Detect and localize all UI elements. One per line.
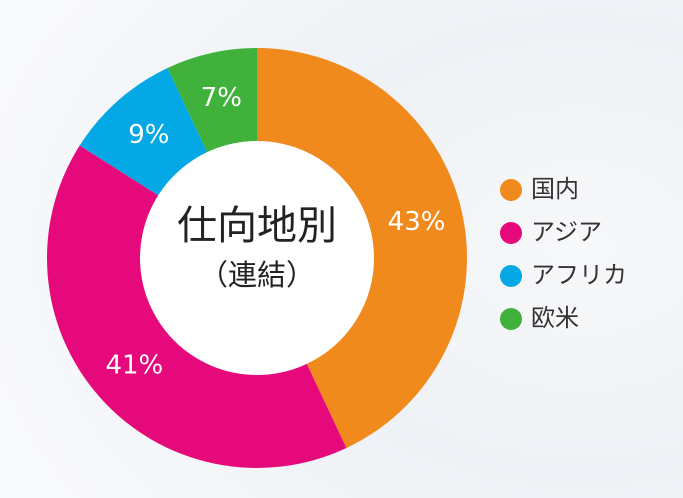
legend-label: 欧米 [531, 304, 579, 332]
chart-subtitle: （連結） [199, 258, 315, 292]
donut-hole [140, 141, 374, 375]
legend-swatch [500, 222, 522, 244]
legend-label: アフリカ [531, 261, 627, 289]
legend-swatch [500, 179, 522, 201]
data-label: 7% [201, 83, 242, 113]
data-label: 41% [105, 351, 163, 381]
legend-swatch [500, 265, 522, 287]
legend-swatch [500, 308, 522, 330]
legend-label: 国内 [531, 175, 579, 203]
chart-title: 仕向地別 [177, 203, 337, 249]
data-label: 43% [388, 207, 446, 237]
legend-label: アジア [531, 218, 602, 246]
data-label: 9% [128, 120, 169, 150]
